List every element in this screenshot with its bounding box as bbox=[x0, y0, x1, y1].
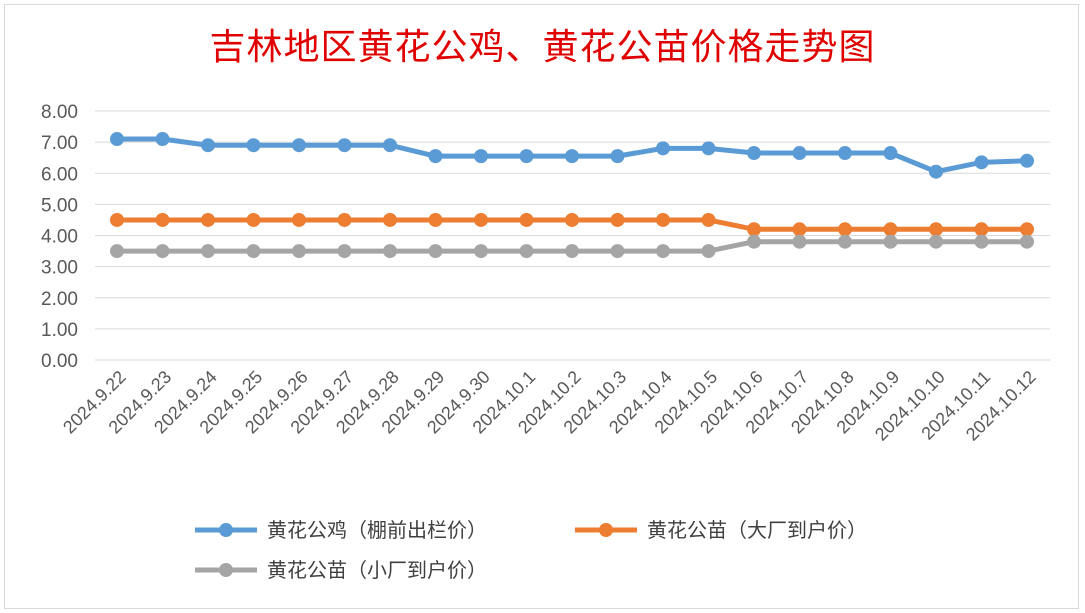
series-lines bbox=[110, 132, 1034, 259]
data-point bbox=[201, 138, 215, 153]
y-tick-label: 3.00 bbox=[41, 258, 78, 279]
data-point bbox=[838, 234, 852, 249]
y-tick-label: 5.00 bbox=[41, 195, 78, 216]
y-tick-label: 0.00 bbox=[41, 351, 78, 372]
y-tick-label: 6.00 bbox=[41, 164, 78, 185]
data-point bbox=[883, 222, 898, 237]
series-1 bbox=[110, 132, 1034, 179]
data-point bbox=[974, 155, 989, 170]
data-point bbox=[929, 222, 943, 237]
data-point bbox=[292, 244, 306, 259]
x-axis-ticks: 2024.9.222024.9.232024.9.242024.9.252024… bbox=[59, 367, 1040, 445]
data-point bbox=[110, 132, 124, 147]
y-tick-label: 8.00 bbox=[41, 102, 78, 123]
chart-title: 吉林地区黄花公鸡、黄花公苗价格走势图 bbox=[209, 27, 876, 68]
series-2 bbox=[110, 212, 1034, 237]
data-point bbox=[292, 212, 306, 227]
data-point bbox=[155, 212, 170, 227]
data-point bbox=[292, 138, 306, 153]
legend: 黄花公鸡（棚前出栏价） 黄花公苗（大厂到户价） 黄花公苗（小厂到户价） bbox=[195, 518, 867, 582]
data-point bbox=[701, 212, 716, 227]
data-point bbox=[610, 149, 625, 164]
data-point bbox=[474, 212, 488, 227]
data-point bbox=[474, 149, 488, 164]
y-tick-label: 4.00 bbox=[41, 227, 78, 248]
data-point bbox=[201, 212, 215, 227]
data-point bbox=[747, 146, 761, 161]
data-point bbox=[428, 212, 443, 227]
data-point bbox=[747, 234, 761, 249]
data-point bbox=[1020, 222, 1034, 237]
legend-item-3: 黄花公苗（小厂到户价） bbox=[195, 558, 487, 582]
y-tick-label: 1.00 bbox=[41, 320, 78, 341]
data-point bbox=[883, 234, 898, 249]
data-point bbox=[747, 222, 761, 237]
y-axis-ticks: 0.00 1.00 2.00 3.00 4.00 5.00 6.00 7.00 8.00 bbox=[41, 102, 78, 372]
data-point bbox=[792, 146, 807, 161]
data-point bbox=[519, 244, 534, 259]
data-point bbox=[337, 138, 352, 153]
data-point bbox=[838, 222, 852, 237]
data-point bbox=[110, 244, 124, 259]
data-point bbox=[656, 212, 670, 227]
legend-label: 黄花公鸡（棚前出栏价） bbox=[267, 518, 487, 542]
data-point bbox=[337, 212, 352, 227]
gridlines bbox=[95, 110, 1050, 361]
data-point bbox=[656, 244, 670, 259]
data-point bbox=[201, 244, 215, 259]
data-point bbox=[565, 212, 579, 227]
data-point bbox=[565, 149, 579, 164]
legend-label: 黄花公苗（小厂到户价） bbox=[267, 558, 487, 582]
data-point bbox=[565, 244, 579, 259]
y-tick-label: 2.00 bbox=[41, 289, 78, 310]
data-point bbox=[383, 212, 397, 227]
data-point bbox=[383, 244, 397, 259]
data-point bbox=[474, 244, 488, 259]
data-point bbox=[838, 146, 852, 161]
data-point bbox=[883, 146, 898, 161]
data-point bbox=[1020, 153, 1034, 168]
data-point bbox=[792, 222, 807, 237]
data-point bbox=[929, 164, 943, 179]
chart-frame bbox=[4, 4, 1079, 609]
data-point bbox=[383, 138, 397, 153]
legend-label: 黄花公苗（大厂到户价） bbox=[647, 518, 867, 542]
data-point bbox=[929, 234, 943, 249]
legend-item-1: 黄花公鸡（棚前出栏价） bbox=[195, 518, 487, 542]
data-point bbox=[110, 212, 124, 227]
data-point bbox=[519, 149, 534, 164]
legend-item-2: 黄花公苗（大厂到户价） bbox=[575, 518, 867, 542]
data-point bbox=[246, 244, 261, 259]
y-tick-label: 7.00 bbox=[41, 133, 78, 154]
data-point bbox=[428, 149, 443, 164]
data-point bbox=[974, 222, 989, 237]
data-point bbox=[610, 212, 625, 227]
data-point bbox=[792, 234, 807, 249]
data-point bbox=[519, 212, 534, 227]
data-point bbox=[155, 244, 170, 259]
data-point bbox=[701, 244, 716, 259]
data-point bbox=[428, 244, 443, 259]
legend-marker bbox=[219, 523, 233, 537]
data-point bbox=[974, 234, 989, 249]
data-point bbox=[610, 244, 625, 259]
data-point bbox=[1020, 234, 1034, 249]
data-point bbox=[246, 212, 261, 227]
legend-marker bbox=[599, 523, 613, 537]
data-point bbox=[656, 141, 670, 156]
legend-marker bbox=[219, 563, 233, 577]
data-point bbox=[337, 244, 352, 259]
data-point bbox=[155, 132, 170, 147]
data-point bbox=[246, 138, 261, 153]
series-3 bbox=[110, 234, 1034, 259]
data-point bbox=[701, 141, 716, 156]
